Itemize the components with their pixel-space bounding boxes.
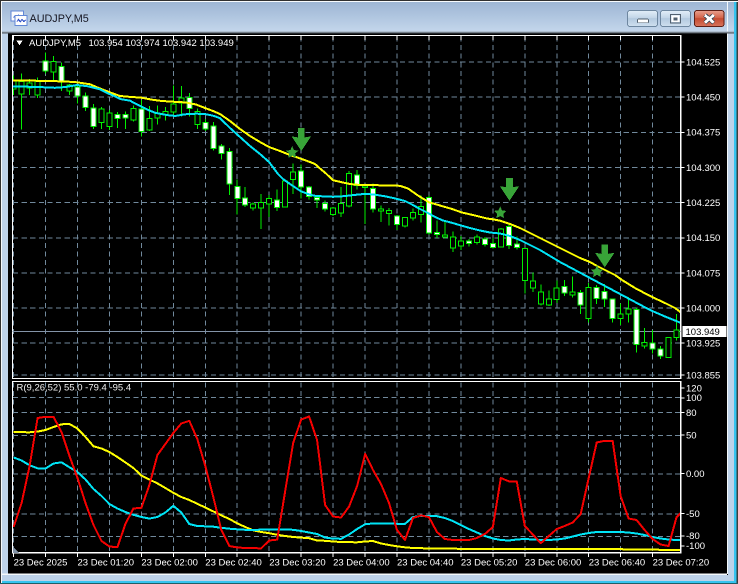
svg-text:104.000: 104.000 [686,303,720,314]
svg-text:-80: -80 [686,531,700,542]
svg-text:23 Dec 07:20: 23 Dec 07:20 [653,558,710,569]
svg-text:-50: -50 [686,509,700,520]
svg-text:104.525: 104.525 [686,57,720,68]
svg-text:104.225: 104.225 [686,198,720,209]
svg-text:104.300: 104.300 [686,163,720,174]
svg-text:103.949: 103.949 [686,327,720,338]
svg-text:0.00: 0.00 [686,469,705,480]
svg-text:23 Dec 06:00: 23 Dec 06:00 [525,558,582,569]
svg-text:-100: -100 [686,541,705,552]
svg-text:104.450: 104.450 [686,93,720,104]
svg-text:23 Dec 02:00: 23 Dec 02:00 [141,558,198,569]
svg-text:103.855: 103.855 [686,370,720,381]
svg-text:23 Dec 04:00: 23 Dec 04:00 [333,558,390,569]
svg-text:104.150: 104.150 [686,233,720,244]
svg-text:50: 50 [686,431,697,442]
svg-text:23 Dec 01:20: 23 Dec 01:20 [78,558,135,569]
svg-text:120: 120 [686,383,702,394]
svg-text:104.375: 104.375 [686,128,720,139]
svg-text:AUDJPY,M5: AUDJPY,M5 [30,13,89,25]
svg-text:R(9,26,52) 55.0 -79.4 -95.4: R(9,26,52) 55.0 -79.4 -95.4 [17,383,132,394]
svg-text:23 Dec 05:20: 23 Dec 05:20 [461,558,518,569]
svg-text:23 Dec 02:40: 23 Dec 02:40 [205,558,262,569]
svg-text:23 Dec 03:20: 23 Dec 03:20 [269,558,326,569]
svg-text:23 Dec 06:40: 23 Dec 06:40 [589,558,646,569]
svg-text:23 Dec 04:40: 23 Dec 04:40 [397,558,454,569]
svg-text:23 Dec 2025: 23 Dec 2025 [14,558,68,569]
svg-text:AUDJPY,M5 103.954 103.974 103: AUDJPY,M5 103.954 103.974 103.942 103.94… [29,38,234,49]
svg-text:80: 80 [686,408,697,419]
svg-text:100: 100 [686,393,702,404]
svg-text:104.075: 104.075 [686,268,720,279]
svg-text:103.925: 103.925 [686,339,720,350]
